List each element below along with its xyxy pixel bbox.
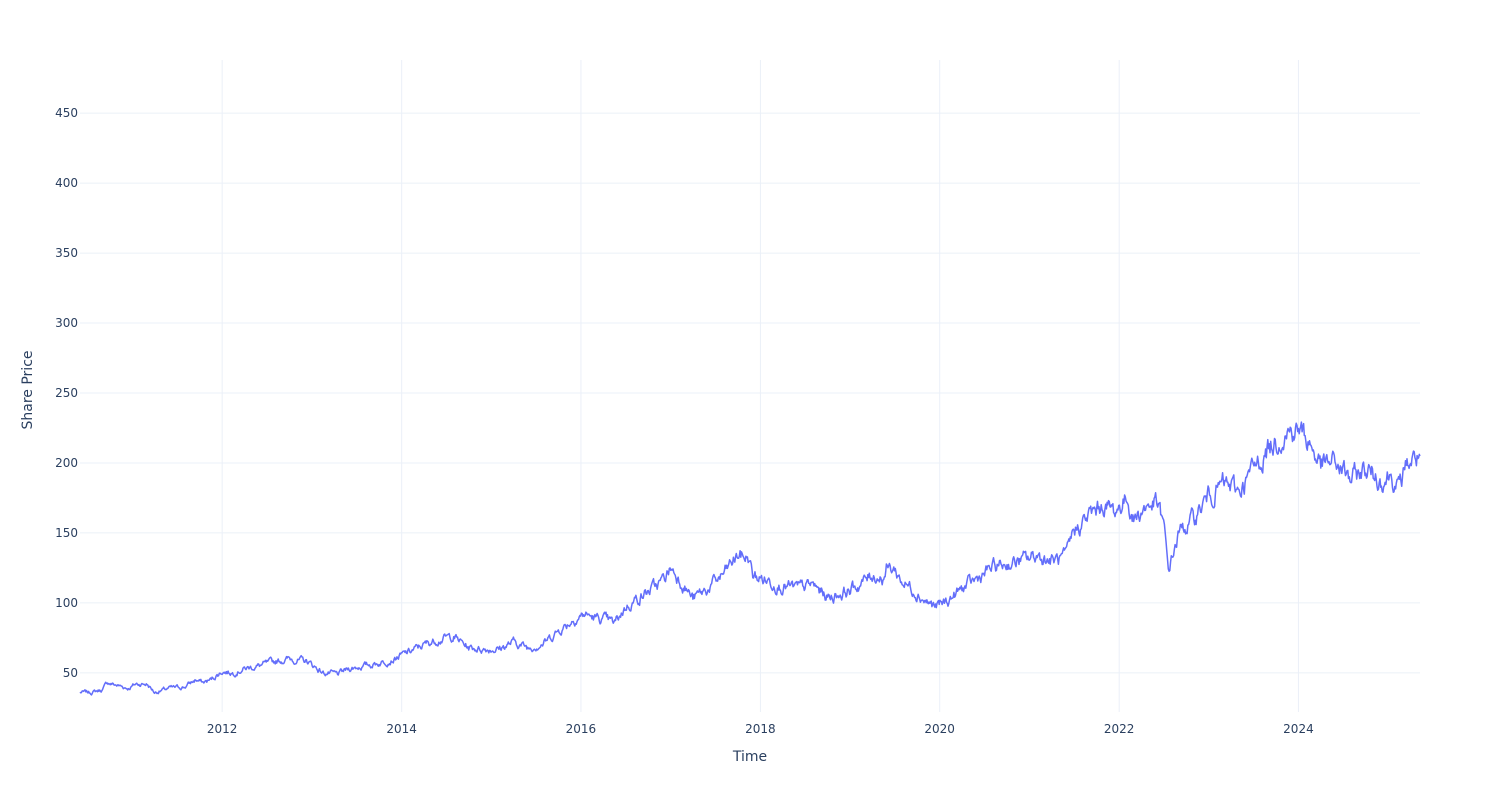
y-tick-label: 250 bbox=[55, 386, 78, 400]
y-tick-label: 450 bbox=[55, 106, 78, 120]
y-tick-label: 50 bbox=[63, 666, 78, 680]
y-tick-label: 200 bbox=[55, 456, 78, 470]
x-tick-labels: 2012 2014 2016 2018 2020 2022 2024 bbox=[207, 722, 1314, 736]
x-tick-label: 2012 bbox=[207, 722, 238, 736]
x-axis-title: Time bbox=[732, 749, 767, 765]
y-axis-title: Share Price bbox=[20, 350, 36, 429]
y-tick-label: 300 bbox=[55, 316, 78, 330]
y-tick-label: 400 bbox=[55, 176, 78, 190]
y-tick-label: 350 bbox=[55, 246, 78, 260]
y-tick-labels: 50 100 150 200 250 300 350 400 450 bbox=[55, 106, 78, 680]
x-tick-label: 2020 bbox=[924, 722, 955, 736]
series-layer bbox=[79, 421, 1421, 696]
y-tick-label: 100 bbox=[55, 596, 78, 610]
x-tick-label: 2024 bbox=[1283, 722, 1314, 736]
x-tick-label: 2014 bbox=[386, 722, 417, 736]
x-gridlines bbox=[221, 60, 1299, 712]
x-tick-label: 2018 bbox=[745, 722, 776, 736]
y-tick-label: 150 bbox=[55, 526, 78, 540]
x-tick-label: 2022 bbox=[1104, 722, 1135, 736]
x-tick-label: 2016 bbox=[566, 722, 597, 736]
y-gridlines bbox=[80, 112, 1420, 674]
series-line bbox=[79, 421, 1421, 696]
